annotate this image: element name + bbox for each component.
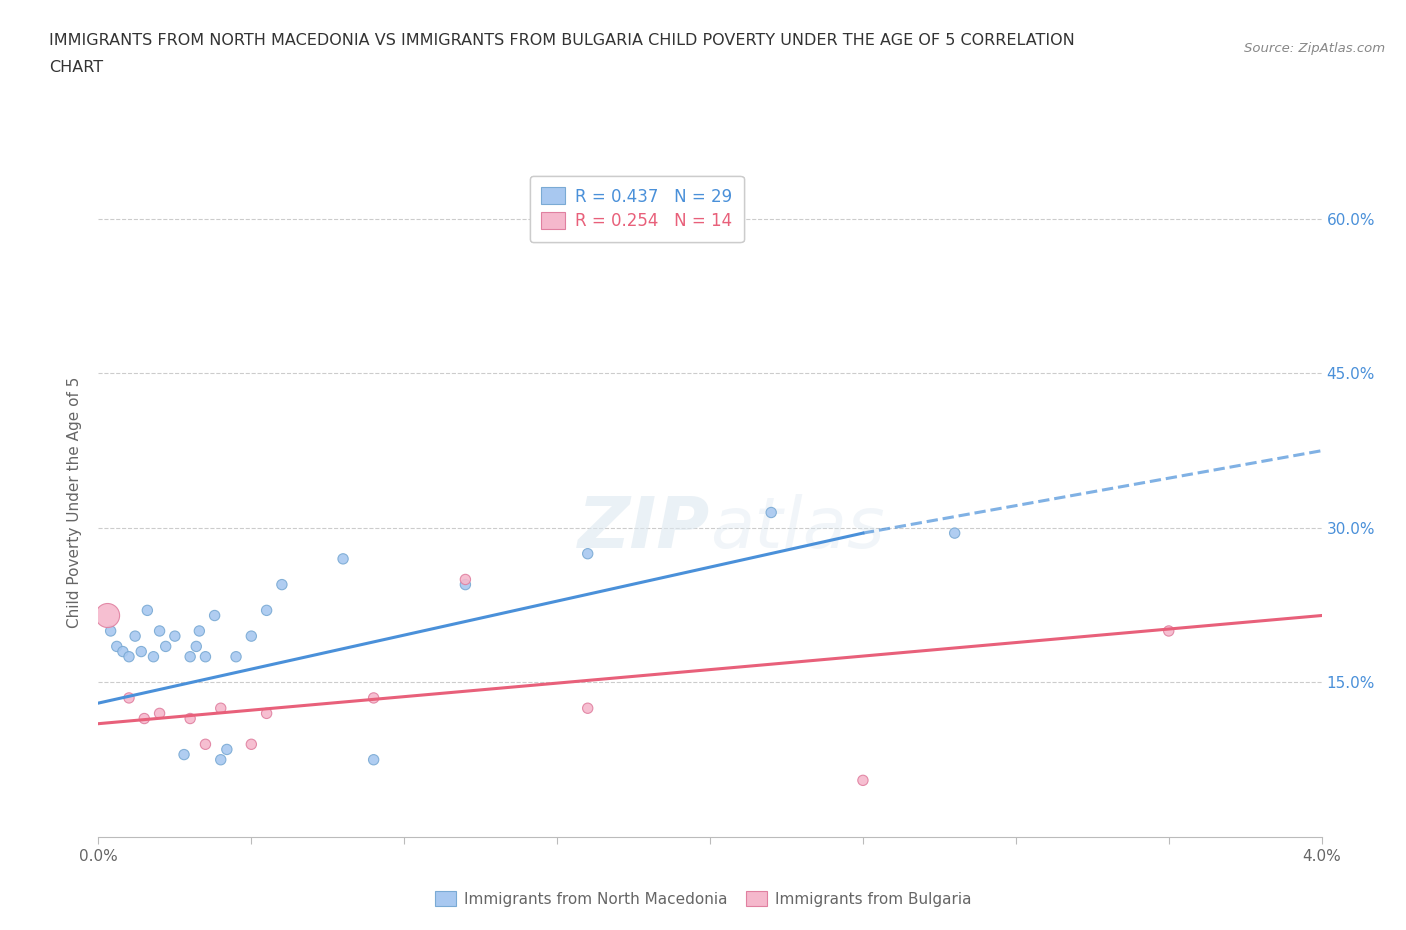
Point: [943, 525, 966, 540]
Point: [256, 706, 278, 721]
Text: ZIP: ZIP: [578, 495, 710, 564]
Point: [240, 629, 263, 644]
Point: [1157, 623, 1180, 638]
Point: [124, 629, 146, 644]
Point: [256, 603, 278, 618]
Text: Source: ZipAtlas.com: Source: ZipAtlas.com: [1244, 42, 1385, 55]
Text: IMMIGRANTS FROM NORTH MACEDONIA VS IMMIGRANTS FROM BULGARIA CHILD POVERTY UNDER : IMMIGRANTS FROM NORTH MACEDONIA VS IMMIG…: [49, 33, 1076, 47]
Point: [188, 623, 211, 638]
Point: [576, 701, 599, 716]
Point: [118, 690, 141, 705]
Point: [363, 752, 385, 767]
Point: [163, 629, 186, 644]
Point: [194, 649, 217, 664]
Legend: R = 0.437   N = 29, R = 0.254   N = 14: R = 0.437 N = 29, R = 0.254 N = 14: [530, 176, 744, 242]
Point: [179, 649, 201, 664]
Point: [454, 578, 477, 592]
Point: [118, 649, 141, 664]
Point: [105, 639, 128, 654]
Point: [215, 742, 238, 757]
Point: [100, 623, 122, 638]
Point: [576, 546, 599, 561]
Point: [454, 572, 477, 587]
Point: [759, 505, 782, 520]
Text: CHART: CHART: [49, 60, 103, 75]
Point: [179, 711, 201, 726]
Point: [97, 608, 120, 623]
Point: [209, 752, 232, 767]
Point: [173, 747, 195, 762]
Text: atlas: atlas: [710, 495, 884, 564]
Point: [363, 690, 385, 705]
Point: [149, 706, 172, 721]
Point: [111, 644, 134, 659]
Point: [142, 649, 165, 664]
Point: [852, 773, 875, 788]
Y-axis label: Child Poverty Under the Age of 5: Child Poverty Under the Age of 5: [67, 377, 83, 628]
Point: [134, 711, 156, 726]
Point: [186, 639, 208, 654]
Point: [270, 578, 294, 592]
Point: [204, 608, 226, 623]
Point: [155, 639, 177, 654]
Point: [332, 551, 354, 566]
Point: [129, 644, 152, 659]
Legend: Immigrants from North Macedonia, Immigrants from Bulgaria: Immigrants from North Macedonia, Immigra…: [429, 885, 977, 913]
Point: [194, 737, 217, 751]
Point: [136, 603, 159, 618]
Point: [149, 623, 172, 638]
Point: [225, 649, 247, 664]
Point: [240, 737, 263, 751]
Point: [209, 701, 232, 716]
